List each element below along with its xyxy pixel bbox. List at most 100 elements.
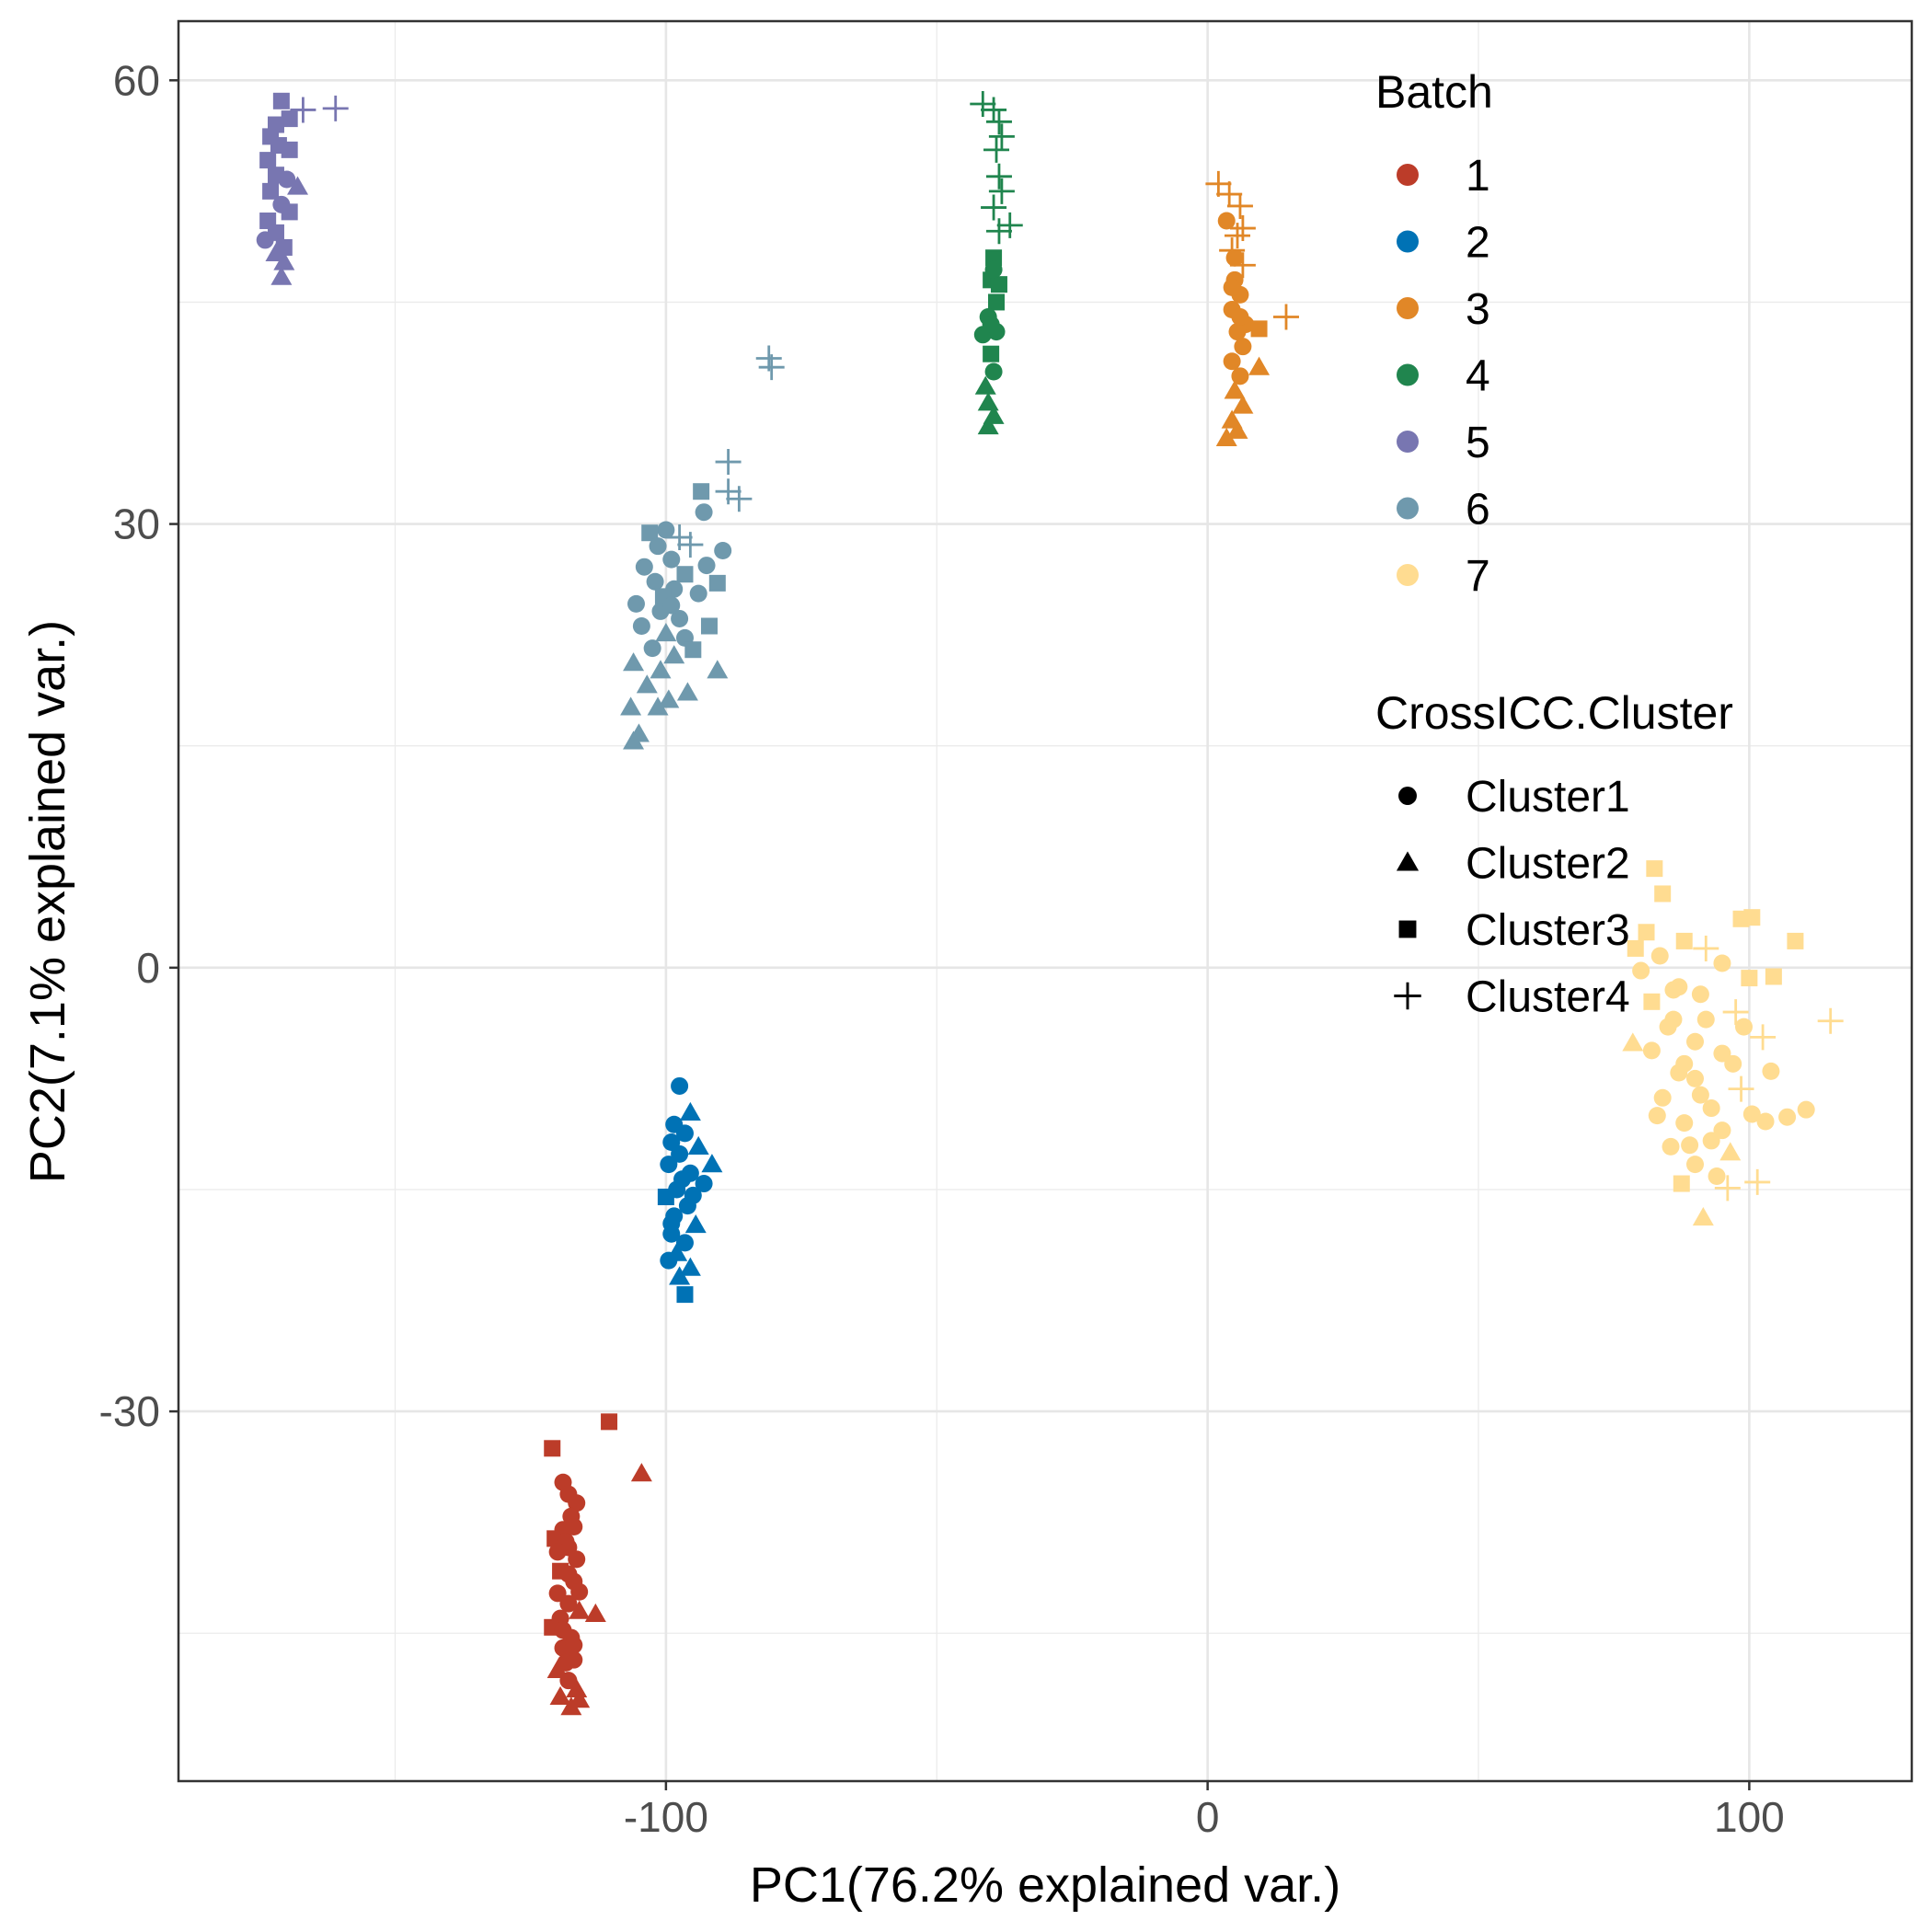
data-point	[1248, 356, 1271, 375]
data-point	[1226, 192, 1253, 219]
data-point	[1756, 1112, 1775, 1131]
data-point	[643, 639, 661, 658]
x-tick-label: -100	[624, 1793, 708, 1841]
data-point	[290, 97, 316, 123]
data-point	[1713, 1121, 1731, 1140]
data-point	[1675, 1114, 1694, 1133]
data-point	[985, 218, 1012, 245]
data-point	[660, 1251, 678, 1270]
batch-legend-label: 1	[1466, 152, 1490, 201]
data-point	[982, 316, 1000, 334]
batch-legend-label: 2	[1466, 219, 1490, 268]
data-point	[1234, 338, 1252, 356]
data-point	[1225, 248, 1244, 267]
data-point	[1646, 860, 1663, 878]
batch-legend-key	[1397, 230, 1419, 253]
data-point	[549, 1685, 571, 1705]
data-point	[627, 594, 645, 613]
data-points	[256, 91, 1844, 1716]
data-point	[1215, 427, 1237, 446]
data-point	[1675, 932, 1693, 949]
data-point	[647, 696, 669, 716]
batch-legend-key	[1397, 431, 1419, 453]
series-batch-6	[620, 345, 785, 750]
data-point	[635, 558, 653, 576]
data-point	[322, 95, 349, 121]
data-point	[1664, 981, 1683, 999]
batch-legend-label: 6	[1466, 486, 1490, 535]
data-point	[566, 1678, 588, 1697]
data-point	[1713, 954, 1731, 972]
data-point	[256, 231, 274, 249]
data-point	[1702, 1099, 1720, 1118]
y-axis-ticks: -30 0 30 60	[99, 56, 178, 1435]
data-point	[689, 584, 707, 603]
data-point	[1765, 968, 1782, 985]
data-point	[687, 1135, 709, 1155]
data-point	[983, 345, 1000, 362]
cluster-legend-key	[1398, 787, 1417, 805]
data-point	[1817, 1007, 1844, 1034]
x-tick-label: 0	[1196, 1793, 1220, 1841]
cluster-legend: CrossICC.Cluster Cluster1 Cluster2 Cluster3…	[1375, 687, 1733, 1022]
cluster-legend-key	[1398, 920, 1417, 938]
series-batch-4	[970, 91, 1023, 435]
data-point	[1762, 1062, 1780, 1080]
minor-gridlines	[178, 21, 1912, 1781]
data-point	[1673, 1175, 1690, 1192]
data-point	[569, 1689, 591, 1708]
series-batch-7	[1622, 860, 1844, 1226]
data-point	[977, 415, 999, 435]
data-point	[548, 1543, 567, 1561]
data-point	[988, 178, 1015, 204]
data-point	[557, 1653, 575, 1672]
data-point	[988, 293, 1006, 311]
x-axis-title: PC1(76.2% explained var.)	[750, 1857, 1340, 1913]
data-point	[636, 674, 658, 694]
data-point	[1232, 395, 1254, 414]
data-point	[715, 449, 742, 476]
data-point	[1741, 970, 1758, 987]
y-tick-label: -30	[99, 1387, 160, 1435]
data-point	[1686, 1069, 1704, 1087]
data-point	[984, 260, 1003, 279]
data-point	[1719, 1142, 1742, 1161]
data-point	[695, 503, 713, 522]
batch-legend-label: 4	[1466, 352, 1490, 401]
data-point	[1696, 1010, 1715, 1029]
data-point	[1702, 1132, 1720, 1150]
x-tick-label: 100	[1714, 1793, 1785, 1841]
data-point	[677, 532, 704, 558]
cluster-legend-key	[1396, 851, 1420, 871]
data-point	[1691, 1086, 1709, 1104]
data-point	[701, 1154, 723, 1173]
data-point	[559, 1594, 578, 1613]
data-point	[1224, 380, 1246, 399]
data-point	[646, 572, 664, 591]
y-tick-label: 30	[113, 500, 160, 548]
data-point	[1728, 1075, 1754, 1102]
data-point	[281, 141, 298, 158]
data-point	[662, 1214, 681, 1233]
data-point	[700, 617, 718, 635]
data-point	[568, 1494, 586, 1512]
data-point	[684, 641, 702, 659]
data-point	[1659, 1018, 1677, 1036]
data-point	[630, 1463, 652, 1482]
data-point	[1713, 1044, 1731, 1063]
data-point	[697, 557, 716, 575]
data-point	[270, 266, 293, 285]
data-point	[1797, 1100, 1815, 1119]
data-point	[726, 486, 753, 512]
data-point	[1223, 278, 1241, 296]
batch-legend-key	[1397, 164, 1419, 186]
data-point	[632, 616, 650, 635]
data-point	[1787, 932, 1804, 949]
data-point	[758, 354, 785, 381]
y-axis-title: PC2(7.1% explained var.)	[20, 620, 75, 1183]
data-point	[985, 109, 1012, 135]
data-point	[1662, 1137, 1680, 1156]
data-point	[676, 682, 698, 701]
data-point	[259, 152, 277, 169]
data-point	[984, 362, 1003, 381]
